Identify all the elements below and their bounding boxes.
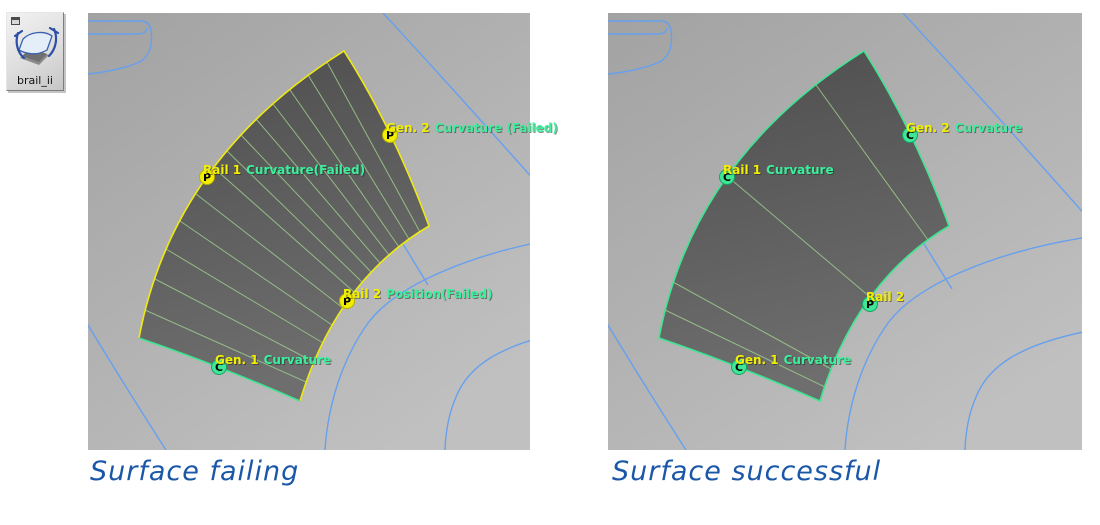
viewport-surface-failing: P Gen. 2 Curvature (Failed) P Rail 1 Curva… [88, 13, 558, 450]
constraint-marker-rail1[interactable]: P [199, 169, 215, 185]
constraint-type: Curvature [766, 163, 834, 177]
constraint-marker-rail2[interactable]: P [339, 293, 355, 309]
desktop-icon-label: brail_ii [17, 74, 53, 87]
constraint-label-rail1: Rail 1 Curvature(Failed) [203, 163, 365, 177]
constraint-type: Curvature(Failed) [246, 163, 366, 177]
constraint-marker-gen2[interactable]: P [382, 127, 398, 143]
constraint-marker-gen1[interactable]: C [731, 359, 747, 375]
constraint-type: Curvature (Failed) [434, 121, 558, 135]
constraint-name: Rail 2 [866, 290, 905, 304]
caption-surface-failing: Surface failing [90, 456, 300, 487]
constraint-label-gen1: Gen. 1 Curvature [215, 353, 331, 367]
constraint-name: Gen. 1 [735, 353, 779, 367]
constraint-label-rail1: Rail 1 Curvature [723, 163, 834, 177]
constraint-name: Rail 2 [343, 287, 382, 301]
constraint-marker-gen2[interactable]: C [902, 127, 918, 143]
constraint-marker-rail2[interactable]: P [862, 296, 878, 312]
constraint-label-gen2: Gen. 2 Curvature (Failed) [386, 121, 558, 135]
constraint-name: Rail 1 [723, 163, 762, 177]
surface-sketch-icon [13, 27, 60, 65]
ok-boundary-edges [658, 49, 950, 403]
surface-patch [139, 51, 429, 401]
caption-surface-successful: Surface successful [612, 456, 882, 487]
constraint-type: Position(Failed) [386, 287, 493, 301]
viewport-canvas-failing[interactable] [88, 13, 530, 450]
failed-boundary-edges [138, 49, 430, 402]
background-curves [608, 13, 1082, 450]
desktop-icon-brail-ii[interactable]: brail_ii [6, 12, 64, 91]
constraint-type: Curvature [263, 353, 332, 367]
constraint-label-gen2: Gen. 2 Curvature [906, 121, 1022, 135]
constraint-name: Rail 1 [203, 163, 242, 177]
constraint-name: Gen. 2 [386, 121, 430, 135]
constraint-label-rail2: Rail 2 [866, 290, 909, 304]
constraint-label-gen1: Gen. 1 Curvature [735, 353, 851, 367]
constraint-marker-gen1[interactable]: C [211, 359, 227, 375]
constraint-name: Gen. 1 [215, 353, 259, 367]
surface-iso-lines [144, 61, 421, 383]
constraint-marker-rail1[interactable]: C [719, 169, 735, 185]
surface-iso-lines [664, 84, 929, 388]
constraint-type: Curvature [954, 121, 1023, 135]
constraint-name: Gen. 2 [906, 121, 950, 135]
mini-window-icon [11, 17, 20, 25]
viewport-canvas-successful[interactable] [608, 13, 1082, 450]
constraint-label-rail2: Rail 2 Position(Failed) [343, 287, 493, 301]
constraint-type: Curvature [783, 353, 852, 367]
surface-patch [659, 51, 949, 401]
viewport-surface-successful: C Gen. 2 Curvature C Rail 1 Curvature P Ra… [608, 13, 1082, 450]
